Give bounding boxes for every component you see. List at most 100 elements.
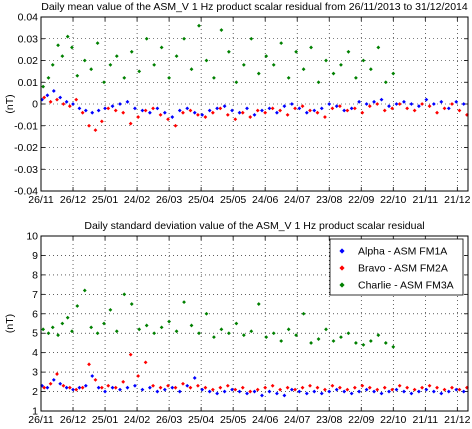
data-point [461, 102, 466, 106]
data-point [225, 112, 230, 117]
y-tick-label: 0.04 [18, 12, 39, 24]
data-point [352, 106, 357, 111]
data-point [80, 110, 85, 115]
data-point [144, 323, 149, 328]
data-point [41, 327, 46, 332]
data-point [103, 389, 107, 394]
data-point [51, 377, 56, 382]
data-point [285, 112, 290, 117]
data-point [357, 99, 362, 104]
data-point [204, 311, 209, 316]
data-point [360, 383, 365, 388]
data-point [334, 387, 339, 392]
y-tick-label: -0.02 [14, 142, 38, 154]
data-point [297, 106, 302, 111]
data-point [110, 104, 115, 109]
data-point [55, 372, 59, 376]
legend-marker [339, 265, 345, 271]
data-point [454, 99, 459, 104]
data-point [102, 80, 106, 85]
data-point [89, 67, 94, 72]
data-point [125, 385, 130, 390]
data-point [346, 331, 351, 336]
data-point [376, 45, 381, 50]
data-point [60, 54, 65, 59]
data-point [77, 106, 82, 111]
data-point [308, 383, 312, 388]
x-tick-label: 23/08 [316, 194, 342, 206]
data-point [293, 387, 297, 392]
data-point [74, 97, 79, 102]
data-point [442, 387, 447, 392]
data-point [450, 102, 454, 106]
data-point [270, 383, 275, 388]
data-point [210, 110, 215, 115]
data-point [312, 389, 317, 394]
data-point [95, 331, 100, 336]
data-point [222, 104, 227, 109]
data-point [48, 381, 53, 386]
data-point [357, 389, 362, 394]
data-point [457, 108, 462, 113]
data-point [245, 391, 249, 396]
x-tick-label: 22/09 [348, 194, 374, 206]
data-point [249, 329, 254, 334]
data-point [278, 108, 283, 113]
data-point [143, 360, 148, 365]
chart-title: Daily standard deviation value of the AS… [84, 220, 424, 232]
data-point [170, 385, 175, 390]
data-point [45, 385, 50, 390]
data-point [226, 331, 231, 336]
data-point [114, 329, 119, 334]
data-point [394, 387, 399, 392]
data-point [342, 389, 347, 394]
x-tick-label: 26/11 [28, 194, 54, 206]
data-point [300, 104, 305, 109]
data-point [338, 104, 342, 109]
data-point [300, 385, 305, 390]
data-point [309, 45, 313, 50]
data-point [264, 335, 269, 340]
data-point [128, 121, 133, 126]
data-point [140, 387, 145, 392]
data-point [248, 389, 253, 394]
data-point [383, 80, 388, 85]
data-point [113, 385, 118, 390]
data-point [338, 385, 342, 390]
data-point [294, 333, 299, 338]
data-point [364, 102, 369, 106]
data-point [93, 128, 98, 132]
data-point [454, 387, 459, 392]
data-point [391, 344, 396, 349]
data-point [293, 106, 297, 111]
chart-title: Daily mean value of the ASM_V 1 Hz produ… [41, 1, 468, 13]
data-point [155, 389, 160, 394]
data-point [260, 393, 264, 398]
data-point [446, 389, 451, 394]
data-point [390, 106, 395, 111]
legend: Alpha - ASM FM1A Bravo - ASM FM2A Charlie … [329, 238, 464, 296]
legend-marker [339, 248, 345, 254]
data-point [96, 385, 101, 390]
data-point [289, 102, 294, 106]
data-point [249, 36, 254, 41]
chart-std-residual: 26/11 26/12 25/01 24/02 26/03 25/04 25/05 24/06… [4, 220, 471, 426]
data-point [412, 108, 417, 113]
data-point [230, 387, 234, 392]
data-point [248, 115, 253, 119]
data-point [319, 391, 324, 396]
data-point [114, 54, 119, 59]
data-point [361, 58, 366, 63]
data-point [255, 387, 260, 392]
x-tick-label: 21/11 [413, 414, 439, 426]
data-point [166, 383, 170, 388]
data-point [390, 387, 395, 392]
data-point [56, 333, 60, 338]
y-tick-label: -0.01 [14, 120, 38, 132]
data-point [177, 389, 182, 394]
data-point [345, 108, 350, 113]
data-point [87, 123, 91, 128]
x-tick-label: 26/11 [28, 414, 54, 426]
data-point [465, 112, 469, 117]
data-point [294, 49, 299, 54]
